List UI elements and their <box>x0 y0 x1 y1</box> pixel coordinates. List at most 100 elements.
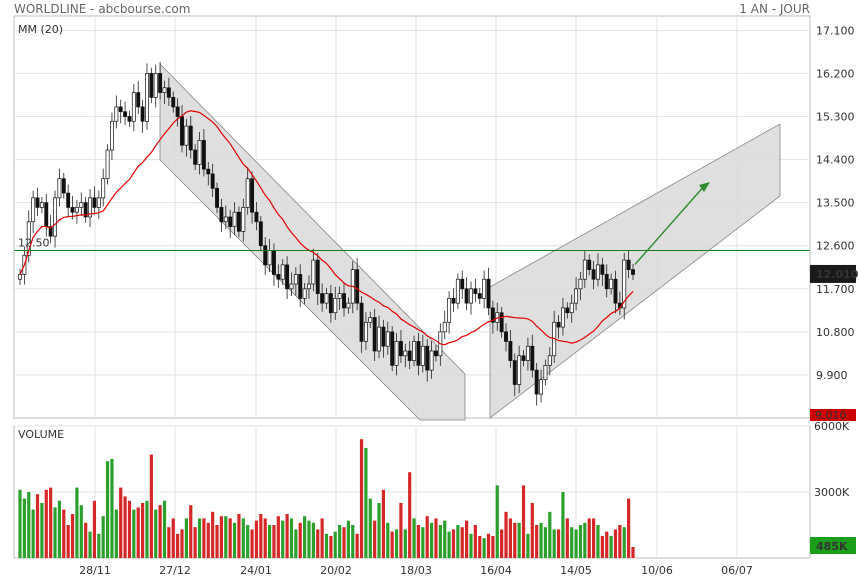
volume-bar <box>578 525 583 558</box>
volume-bar <box>517 522 521 558</box>
candle <box>363 312 368 351</box>
candle-body <box>201 140 206 170</box>
candle-body <box>394 341 399 366</box>
volume-bar <box>311 522 315 558</box>
volume-bar <box>526 533 530 558</box>
volume-bar <box>591 518 596 558</box>
volume-bar <box>136 507 140 558</box>
candle <box>412 335 417 367</box>
candle-body <box>276 274 281 280</box>
candle <box>127 110 132 128</box>
candle-body <box>490 307 495 323</box>
candle <box>166 77 171 106</box>
volume-bar <box>250 529 254 558</box>
volume-bar <box>613 529 618 558</box>
candle <box>236 206 241 238</box>
volume-bar <box>289 518 294 558</box>
candle-body <box>508 341 513 361</box>
volume-bar <box>228 518 232 558</box>
candle <box>508 329 513 368</box>
candle <box>149 67 154 104</box>
volume-bar <box>276 516 280 558</box>
candle-body <box>127 116 132 122</box>
candle-body <box>101 178 106 199</box>
candle <box>622 252 627 320</box>
volume-bar <box>123 496 127 558</box>
volume-bar <box>53 507 57 558</box>
candle-body <box>342 293 346 309</box>
volume-bar <box>338 525 342 558</box>
volume-bar <box>202 518 206 558</box>
volume-bar <box>31 509 35 558</box>
volume-bar <box>119 487 123 558</box>
candle <box>460 270 465 299</box>
candle-body <box>464 288 469 304</box>
candle-body <box>591 269 596 280</box>
candle <box>39 196 44 214</box>
x-tick-label: 10/06 <box>641 564 673 577</box>
candle-body <box>70 207 75 213</box>
candle-body <box>18 274 22 280</box>
candle-body <box>92 197 97 208</box>
candle-body <box>57 178 62 199</box>
volume-bar <box>373 520 377 558</box>
candle <box>394 332 399 376</box>
candle <box>145 63 149 130</box>
candle <box>307 275 311 299</box>
candle-body <box>482 278 487 299</box>
volume-bar <box>364 448 368 558</box>
volume-bar <box>22 498 26 558</box>
volume-bar <box>355 533 359 558</box>
candle-body <box>385 331 390 347</box>
volume-bar <box>70 514 75 558</box>
candle-body <box>368 317 373 323</box>
volume-bar <box>565 518 569 558</box>
candle <box>328 284 333 323</box>
x-tick-label: 27/12 <box>159 564 191 577</box>
candle-body <box>363 321 368 342</box>
candle <box>525 337 530 371</box>
candle <box>201 128 206 177</box>
candle <box>486 267 491 316</box>
trend-arrow-head <box>699 182 710 192</box>
candle-body <box>407 350 412 361</box>
candle-body <box>184 125 189 146</box>
candle <box>206 161 211 186</box>
candle <box>381 319 386 358</box>
volume-bar <box>513 522 517 558</box>
volume-bar <box>127 500 132 558</box>
candle <box>48 215 53 244</box>
volume-bar <box>114 509 118 558</box>
candle-body <box>425 345 430 371</box>
volume-bar <box>486 533 491 558</box>
volume-bar <box>176 533 180 558</box>
candle <box>118 99 123 124</box>
trend-arrow-line <box>634 183 707 265</box>
volume-bar <box>359 439 364 558</box>
candle <box>398 329 403 363</box>
volume-bar <box>267 525 272 558</box>
volume-bar <box>285 514 289 558</box>
price-tick-label: 9.900 <box>816 369 848 382</box>
volume-bar <box>605 531 609 558</box>
candle-body <box>136 92 141 108</box>
candle <box>490 300 495 334</box>
candle <box>416 332 421 376</box>
candle <box>280 259 285 285</box>
candle <box>578 272 583 301</box>
volume-bar <box>627 498 631 558</box>
candle-body <box>175 106 180 117</box>
candle-body <box>258 221 263 247</box>
candle-body <box>372 317 377 352</box>
candle-body <box>381 326 386 347</box>
candle-body <box>114 106 119 122</box>
candle <box>547 347 552 376</box>
candle <box>219 198 224 232</box>
candle <box>420 334 425 373</box>
volume-bar <box>399 503 403 558</box>
candle-body <box>241 207 246 232</box>
candle <box>162 80 167 105</box>
candle <box>123 101 128 126</box>
candle-body <box>469 288 473 304</box>
candle-body <box>223 216 228 223</box>
